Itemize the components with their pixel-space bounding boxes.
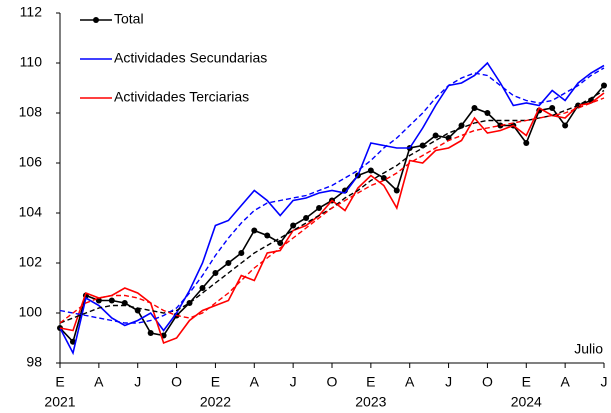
x-tick-label: A [405, 374, 415, 390]
point [121, 300, 128, 306]
point [147, 330, 154, 336]
point [199, 285, 206, 291]
point [523, 140, 530, 146]
point [251, 227, 258, 234]
legend-label: Actividades Secundarias [114, 50, 267, 66]
point [549, 105, 556, 111]
y-tick-label: 108 [19, 104, 43, 120]
point [432, 132, 439, 139]
y-tick-label: 104 [19, 204, 43, 220]
annotation: Julio [574, 341, 603, 357]
x-tick-label: A [94, 374, 104, 390]
x-tick-label: J [134, 374, 141, 390]
legend-marker [93, 17, 99, 23]
year-label: 2023 [355, 394, 386, 410]
x-tick-label: E [366, 374, 375, 390]
point [225, 260, 232, 266]
x-tick-label: E [211, 374, 220, 390]
y-tick-label: 100 [19, 304, 43, 320]
point [277, 240, 284, 246]
x-tick-label: O [171, 374, 182, 390]
year-label: 2021 [44, 394, 75, 410]
y-tick-label: 98 [26, 354, 42, 370]
point [212, 270, 219, 276]
trend-line [59, 89, 605, 324]
y-tick-label: 112 [20, 4, 43, 20]
point [290, 222, 297, 229]
x-tick-label: E [55, 374, 64, 390]
point [69, 338, 76, 345]
x-tick-label: O [327, 374, 338, 390]
point [238, 250, 245, 256]
point [264, 232, 271, 239]
point [601, 82, 607, 89]
year-label: 2022 [200, 394, 231, 410]
x-tick-label: O [482, 374, 493, 390]
point [108, 297, 115, 304]
point [562, 122, 569, 129]
y-tick-label: 110 [20, 54, 43, 70]
series-line [59, 61, 605, 356]
point [458, 122, 465, 129]
y-tick-label: 106 [19, 154, 43, 170]
x-tick-label: J [290, 374, 297, 390]
legend-label: Total [114, 11, 144, 27]
year-label: 2024 [511, 394, 542, 410]
point [497, 122, 504, 129]
trend-line [59, 67, 605, 324]
point [303, 215, 310, 221]
point [380, 175, 387, 181]
series-line [59, 92, 605, 345]
point [367, 167, 374, 174]
series-line [59, 84, 605, 344]
point [393, 187, 400, 194]
x-tick-label: J [445, 374, 452, 390]
point [484, 110, 491, 116]
x-tick-label: A [250, 374, 260, 390]
x-tick-label: J [601, 374, 608, 390]
x-tick-label: A [560, 374, 570, 390]
point [316, 205, 323, 211]
point [471, 105, 478, 111]
legend-label: Actividades Terciarias [114, 89, 249, 105]
trend-line [59, 97, 605, 324]
x-tick-label: E [522, 374, 531, 390]
y-tick-label: 102 [19, 254, 43, 270]
